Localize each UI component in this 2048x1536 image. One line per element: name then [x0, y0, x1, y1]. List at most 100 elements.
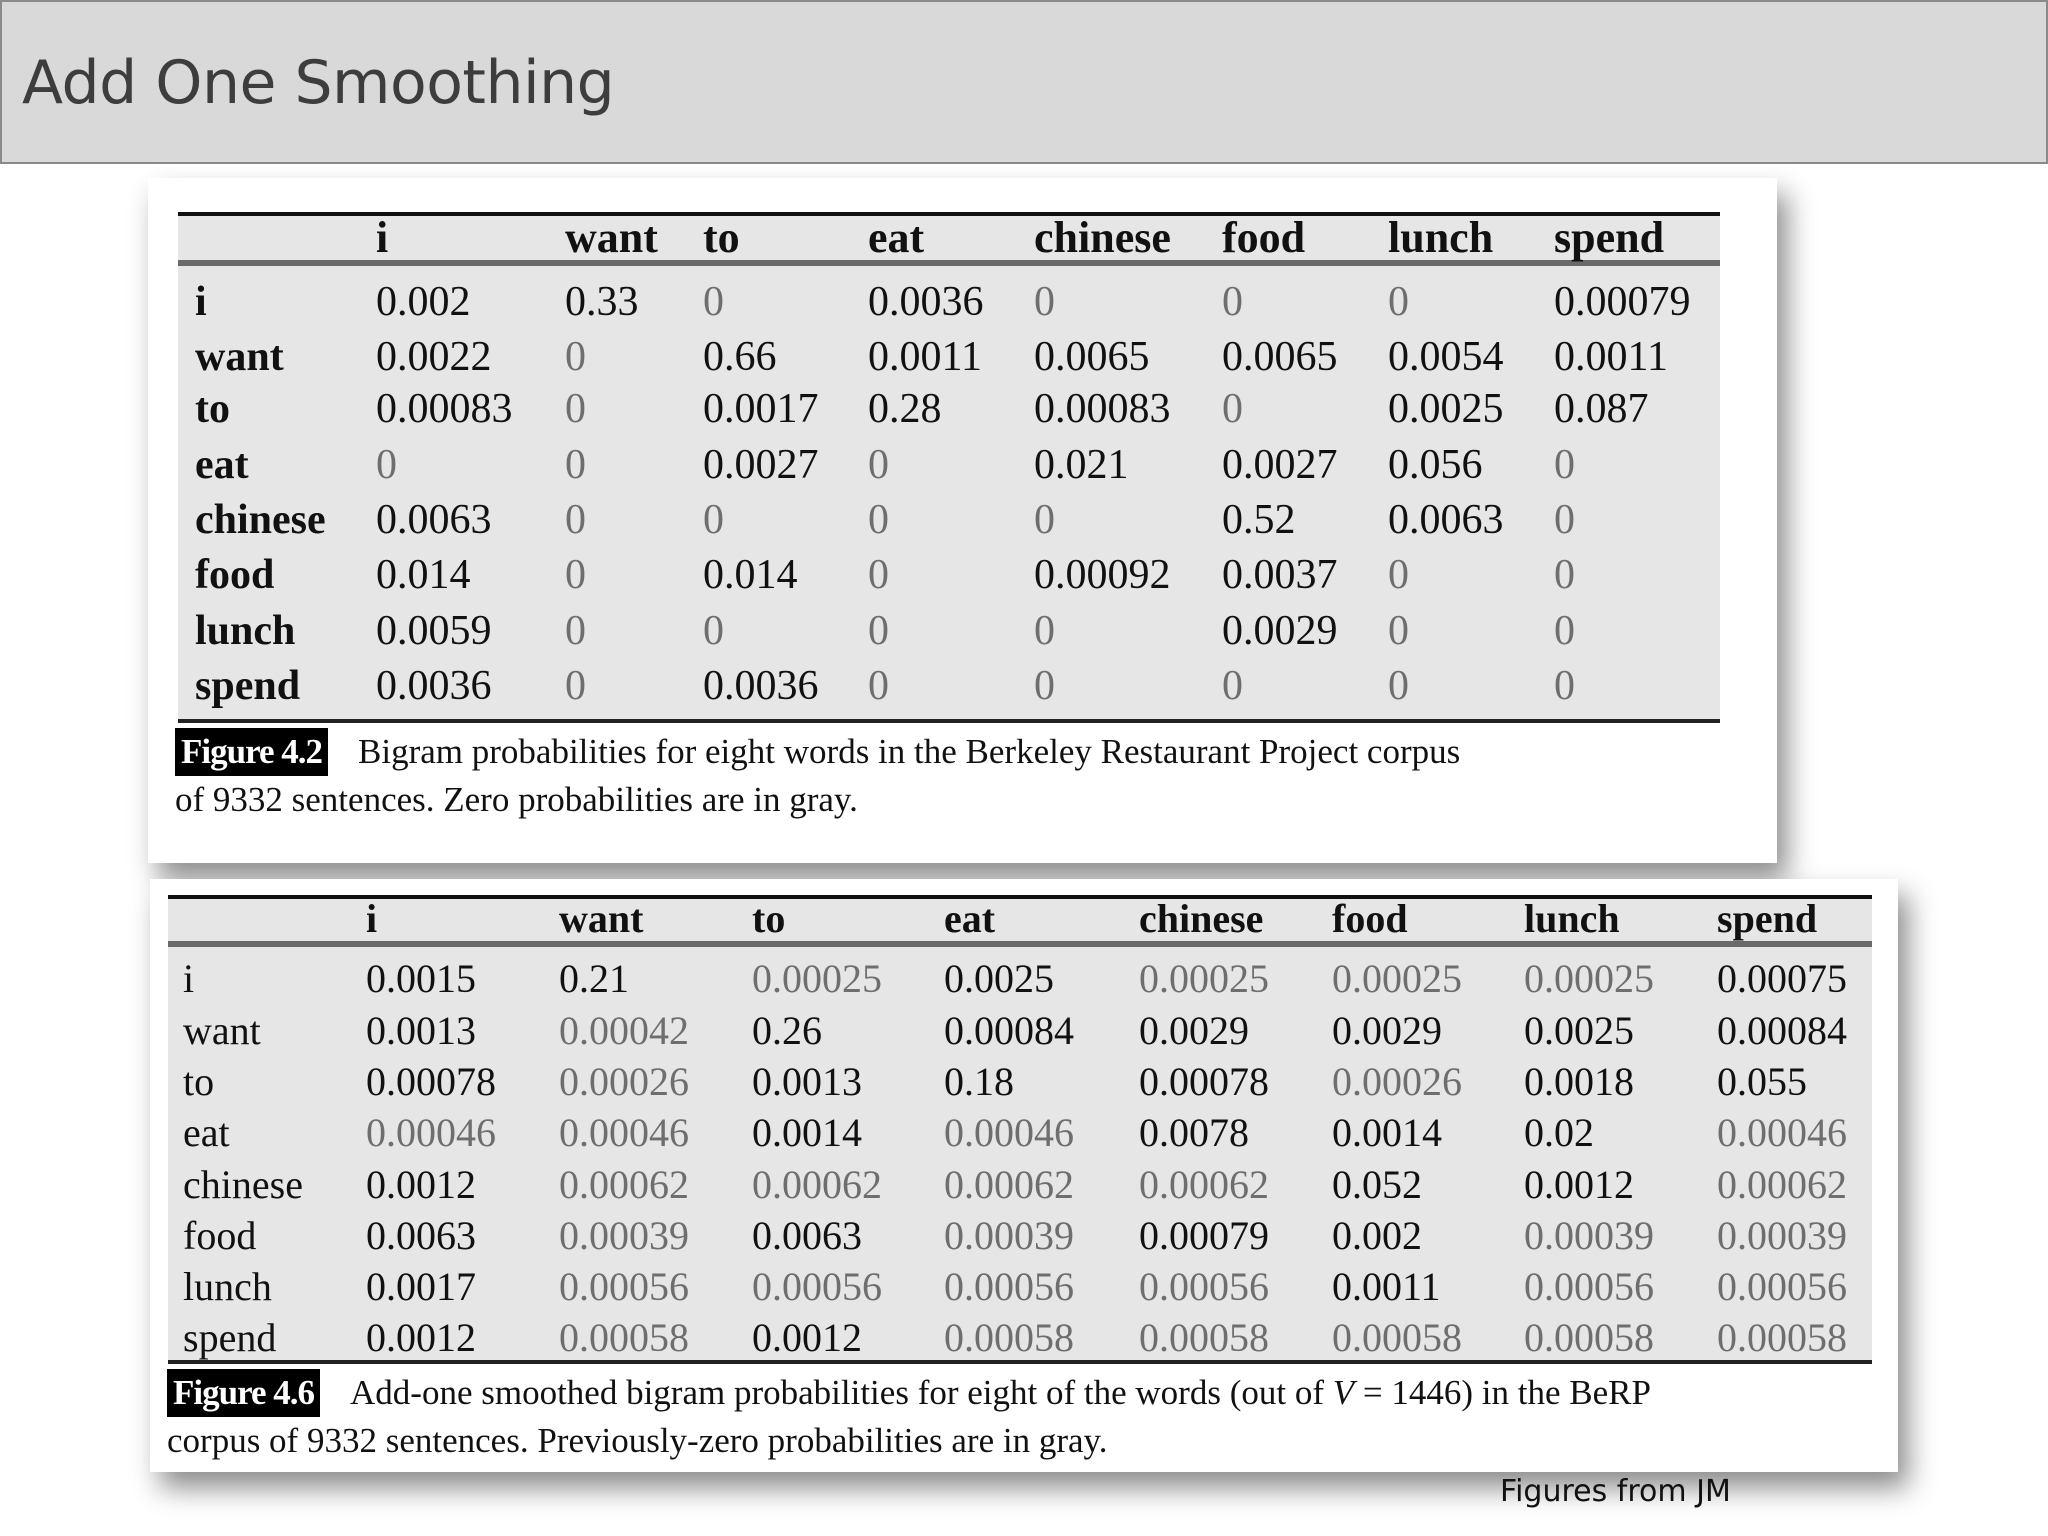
table-cell: 0.02 [1524, 1110, 1594, 1155]
caption-line-2: corpus of 9332 sentences. Previously-zer… [167, 1421, 1108, 1460]
table-cell: 0.0014 [1332, 1110, 1442, 1155]
table-cell: 0.0013 [752, 1059, 862, 1104]
table-cell: 0 [868, 442, 889, 488]
table-cell: 0 [565, 334, 586, 380]
table-cell: 0.00025 [1332, 956, 1462, 1001]
table-cell: 0 [1554, 552, 1575, 598]
column-header: want [565, 213, 658, 262]
table-cell: 0.021 [1034, 442, 1129, 488]
slide-title: Add One Smoothing [22, 48, 615, 118]
table-cell: 0.0022 [376, 334, 492, 380]
table-cell: 0.00039 [944, 1213, 1074, 1258]
table-cell: 0.0065 [1222, 334, 1338, 380]
column-header: to [703, 213, 740, 262]
column-header: i [376, 213, 389, 262]
table-cell: 0.00056 [1139, 1264, 1269, 1309]
table-cell: 0 [1222, 279, 1243, 325]
table-cell: 0 [1034, 663, 1055, 709]
table-cell: 0 [703, 497, 724, 543]
caption-line-1-pre: Add-one smoothed bigram probabilities fo… [350, 1373, 1333, 1412]
table-cell: 0.0025 [944, 956, 1054, 1001]
row-label: want [183, 1008, 261, 1053]
table-cell: 0.0025 [1524, 1008, 1634, 1053]
table-cell: 0 [1388, 608, 1409, 654]
table-cell: 0 [565, 552, 586, 598]
table-cell: 0 [1554, 497, 1575, 543]
table-cell: 0 [703, 279, 724, 325]
column-header: chinese [1139, 896, 1264, 941]
row-label: eat [195, 442, 249, 488]
caption-line-1-post: = 1446) in the BeRP [1354, 1373, 1651, 1412]
figure-caption: Figure 4.6 Add-one smoothed bigram probab… [167, 1369, 1877, 1465]
row-label: eat [183, 1110, 230, 1155]
table-cell: 0.00079 [1139, 1213, 1269, 1258]
column-header: chinese [1034, 213, 1171, 262]
row-label: lunch [195, 608, 296, 654]
table-cell: 0.00056 [944, 1264, 1074, 1309]
table-cell: 0.00079 [1554, 279, 1691, 325]
table-cell: 0.00058 [1524, 1315, 1654, 1360]
table-cell: 0.0017 [703, 386, 819, 432]
table-cell: 0.00058 [1717, 1315, 1847, 1360]
table-cell: 0.0012 [1524, 1162, 1634, 1207]
table-cell: 0 [565, 442, 586, 488]
row-label: i [195, 279, 207, 325]
table-cell: 0 [1034, 279, 1055, 325]
table-cell: 0 [376, 442, 397, 488]
figure-label: Figure 4.2 [175, 728, 329, 776]
table-cell: 0 [565, 663, 586, 709]
table-cell: 0.00039 [1717, 1213, 1847, 1258]
table-cell: 0.00046 [366, 1110, 496, 1155]
table-cell: 0.0078 [1139, 1110, 1249, 1155]
row-label: spend [183, 1315, 277, 1360]
table-cell: 0.0012 [366, 1162, 476, 1207]
table-cell: 0.002 [376, 279, 471, 325]
column-header: eat [944, 896, 996, 941]
table-cell: 0.0013 [366, 1008, 476, 1053]
table-cell: 0.00084 [1717, 1008, 1847, 1053]
table-cell: 0.0017 [366, 1264, 476, 1309]
table-cell: 0 [565, 608, 586, 654]
table-cell: 0 [1034, 497, 1055, 543]
table-cell: 0.0014 [752, 1110, 862, 1155]
row-label: chinese [195, 497, 326, 543]
table-cell: 0.0063 [376, 497, 492, 543]
column-header: i [366, 896, 378, 941]
table-cell: 0.00025 [1524, 956, 1654, 1001]
table-cell: 0.00062 [1139, 1162, 1269, 1207]
table-cell: 0.087 [1554, 386, 1649, 432]
figure-caption: Figure 4.2 Bigram probabilities for eight… [175, 728, 1735, 824]
table-cell: 0 [1554, 608, 1575, 654]
column-header: spend [1717, 896, 1818, 941]
table-cell: 0.00056 [559, 1264, 689, 1309]
table-cell: 0.00039 [559, 1213, 689, 1258]
table-cell: 0.00056 [752, 1264, 882, 1309]
table-cell: 0.0036 [703, 663, 819, 709]
caption-line-1: Bigram probabilities for eight words in … [358, 732, 1461, 771]
table-cell: 0.014 [703, 552, 798, 598]
row-label: want [195, 334, 284, 380]
figure-label: Figure 4.6 [167, 1369, 321, 1417]
table-cell: 0.0059 [376, 608, 492, 654]
figure-credit: Figures from JM [1500, 1474, 1731, 1509]
table-cell: 0.00042 [559, 1008, 689, 1053]
row-label: to [183, 1059, 215, 1104]
table-cell: 0.0011 [1332, 1264, 1441, 1309]
table-bottom-rule [178, 719, 1720, 723]
table-cell: 0.00062 [944, 1162, 1074, 1207]
table-cell: 0.18 [944, 1059, 1014, 1104]
table-cell: 0.00046 [559, 1110, 689, 1155]
table-cell: 0 [565, 386, 586, 432]
row-label: chinese [183, 1162, 303, 1207]
bigram-probability-table: i want to eat chinese food lunch spend i 0.002 0.3… [178, 212, 1720, 723]
column-header: lunch [1524, 896, 1620, 941]
table-cell: 0.0036 [376, 663, 492, 709]
table-cell: 0 [1222, 663, 1243, 709]
table-cell: 0.00046 [944, 1110, 1074, 1155]
table-cell: 0.0012 [752, 1315, 862, 1360]
table-cell: 0 [1034, 608, 1055, 654]
figure-4-6-panel: i want to eat chinese food lunch spend i 0.0015 0.… [150, 879, 1898, 1472]
table-cell: 0 [868, 552, 889, 598]
row-label: spend [195, 663, 301, 709]
table-cell: 0.0015 [366, 956, 476, 1001]
